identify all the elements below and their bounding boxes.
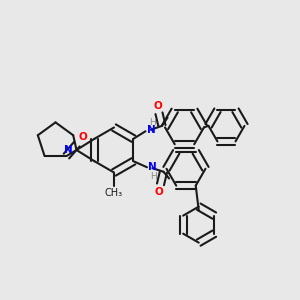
Text: N: N xyxy=(147,125,156,135)
Text: H: H xyxy=(149,118,155,127)
Text: N: N xyxy=(64,145,73,155)
Text: N: N xyxy=(148,162,157,172)
Text: O: O xyxy=(154,187,164,197)
Text: H: H xyxy=(150,172,157,181)
Text: CH₃: CH₃ xyxy=(105,188,123,197)
Text: O: O xyxy=(153,101,162,111)
Text: O: O xyxy=(78,132,87,142)
